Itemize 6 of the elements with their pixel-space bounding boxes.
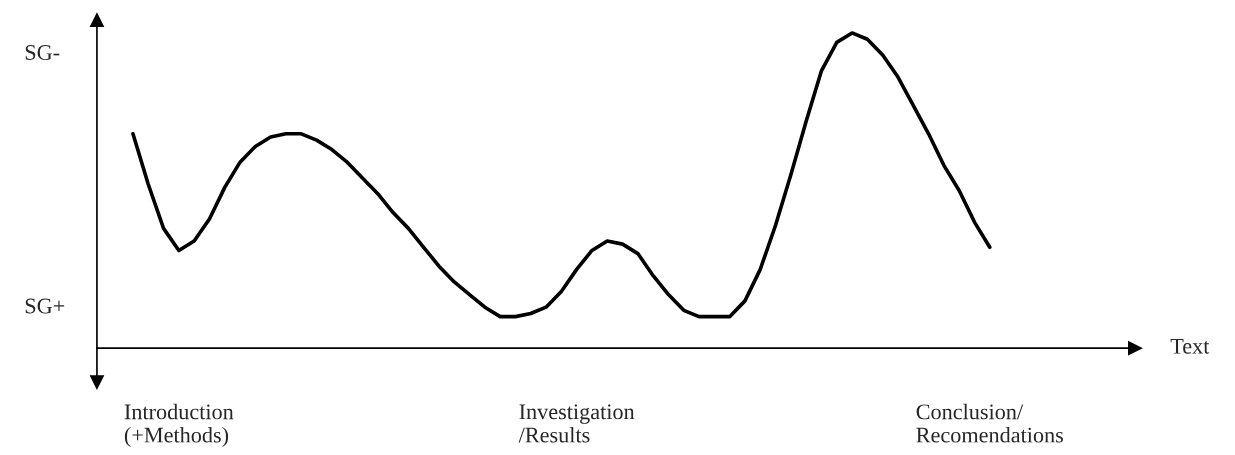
x-tick-label: Conclusion/ Recomendations <box>916 403 1064 443</box>
text: SG+ <box>25 298 65 314</box>
x-tick-label: Introduction (+Methods) <box>124 403 234 448</box>
text: SG- <box>25 45 60 60</box>
x-tick-label: Investigation /Results <box>518 404 635 443</box>
x-axis-title: Text <box>1170 338 1210 354</box>
